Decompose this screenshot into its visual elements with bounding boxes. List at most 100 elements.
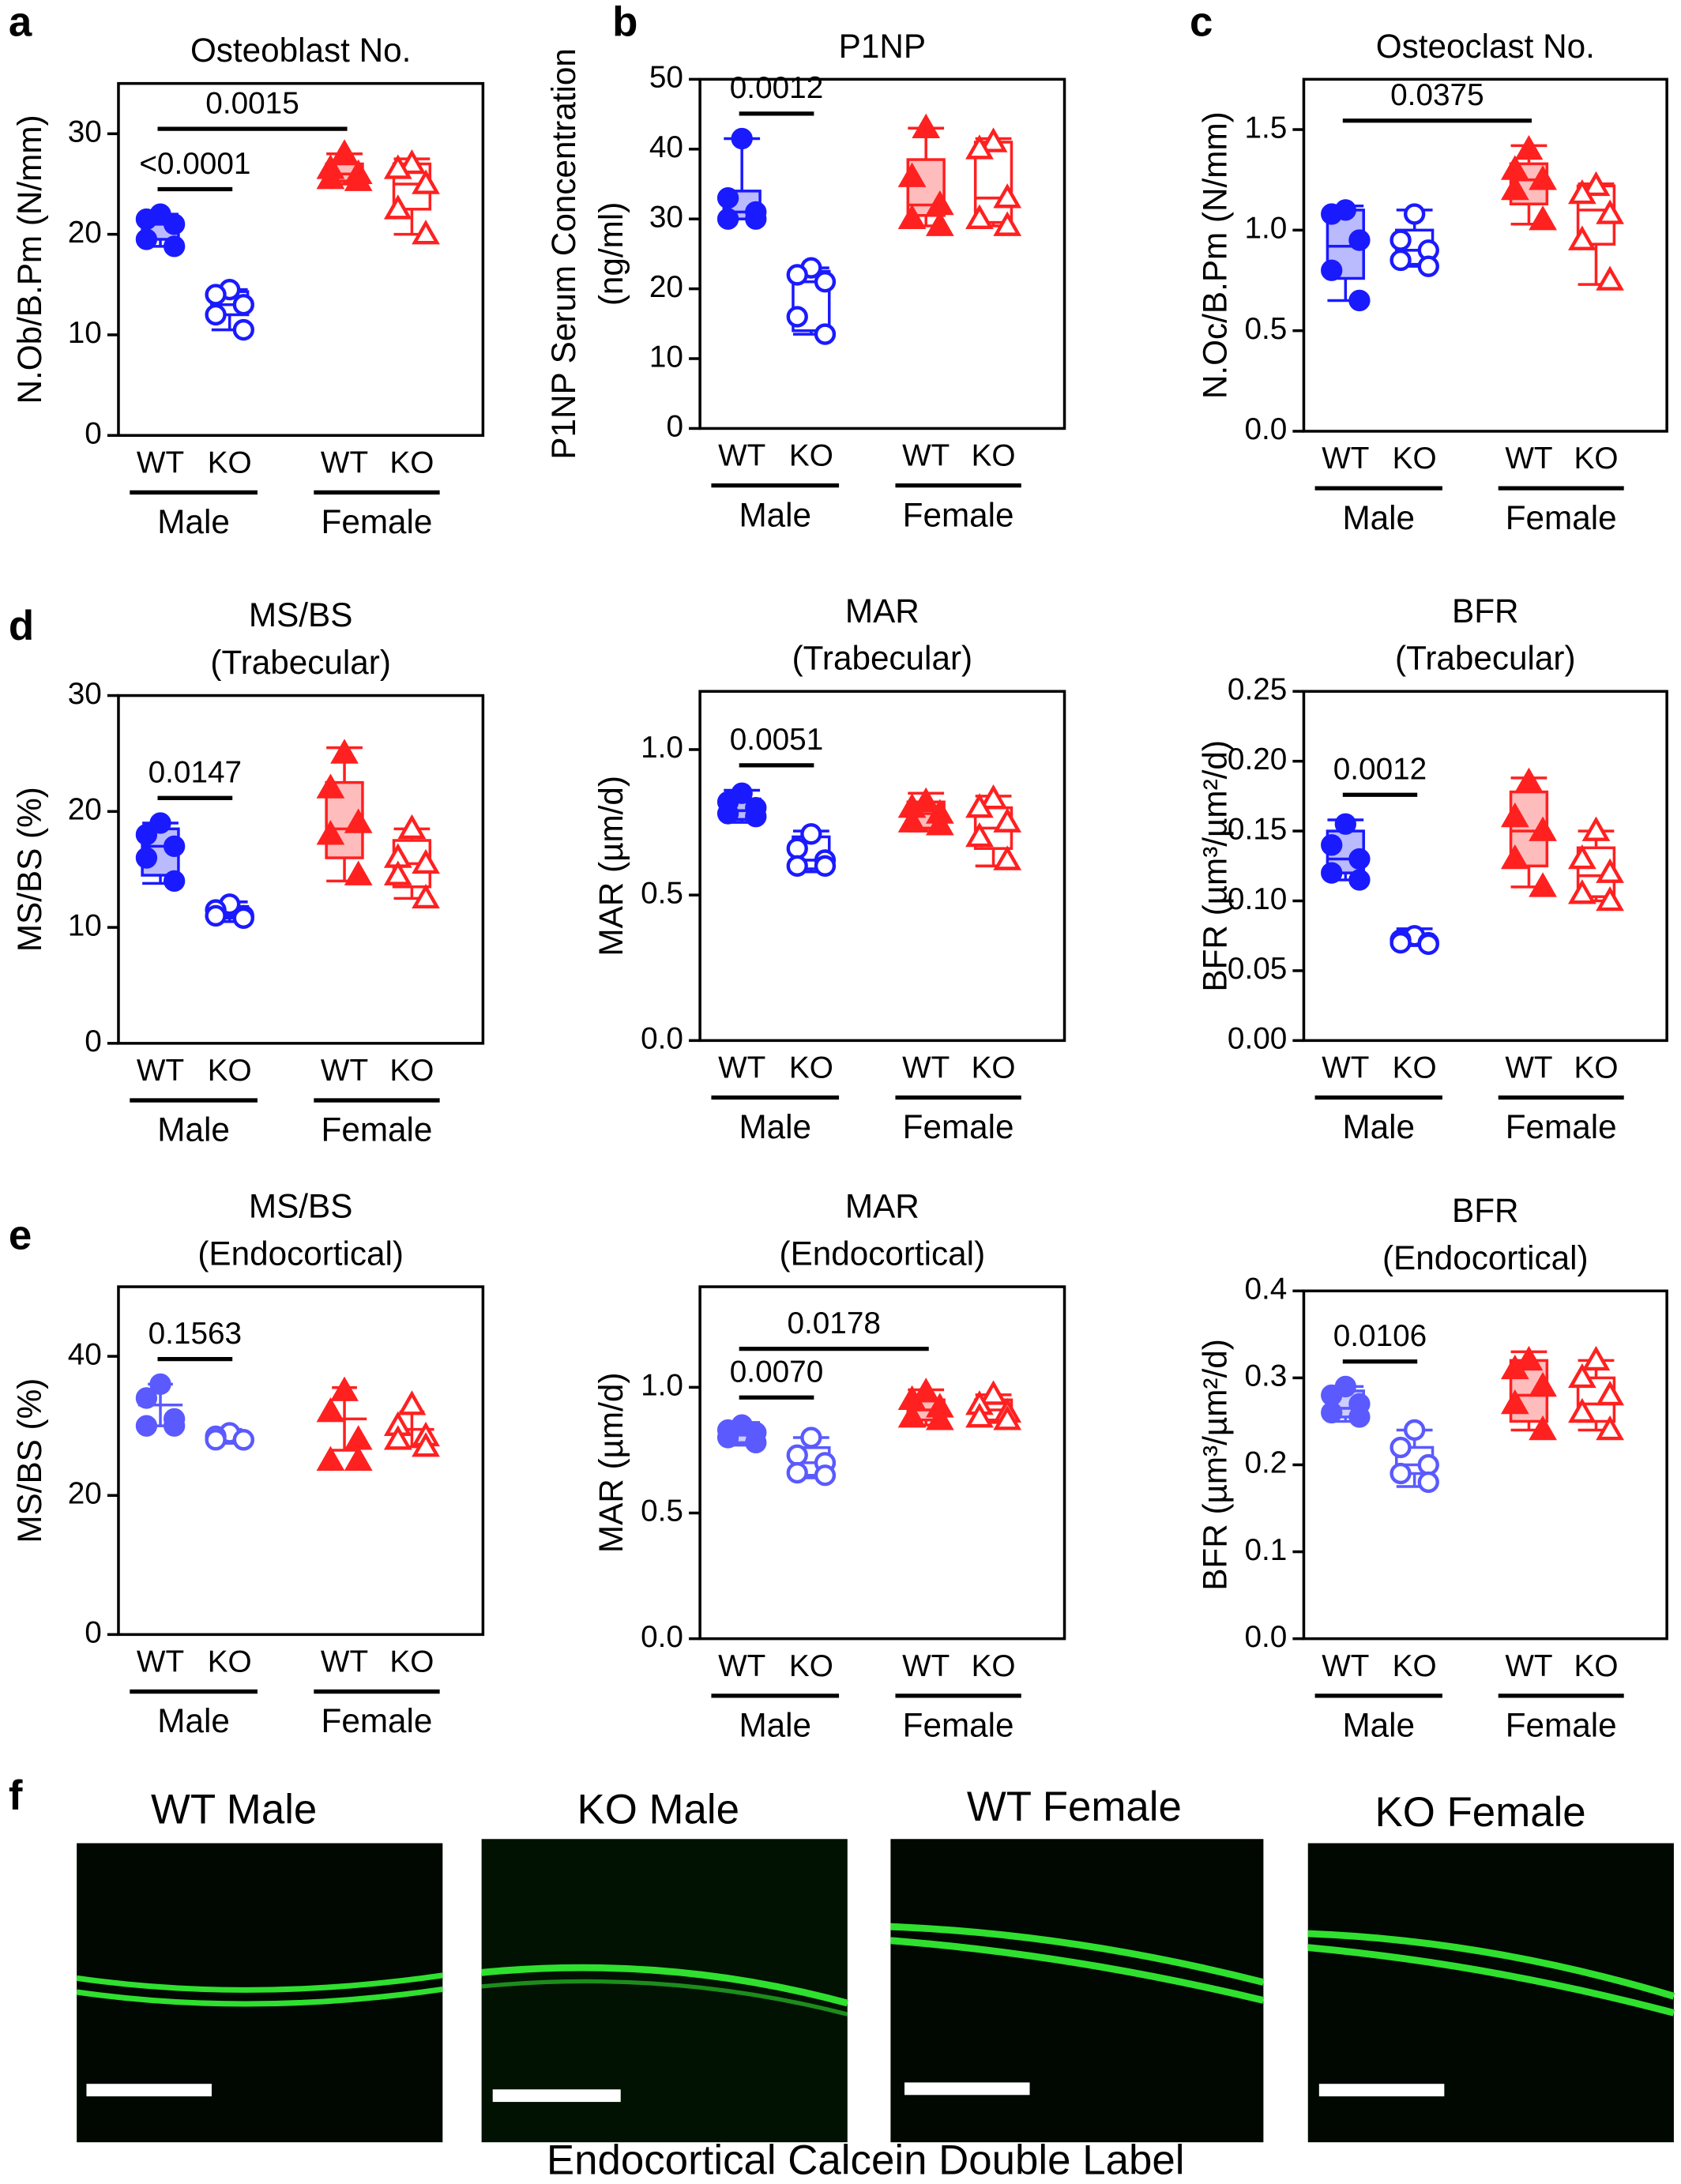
point [412,220,440,245]
point [1596,1380,1624,1406]
chart-title: (Trabecular) [792,640,973,677]
point [1529,1415,1557,1441]
point [412,169,440,194]
point [1321,862,1343,884]
x-tick-label: WT [321,445,368,479]
point [1500,175,1529,201]
point [979,127,1008,152]
x-tick-label: KO [972,1051,1016,1085]
point [232,907,254,930]
y-tick-label: 30 [649,200,683,234]
point [1529,872,1557,897]
x-tick-label: KO [1574,1051,1619,1085]
x-tick-label: KO [208,1645,252,1679]
point [1321,203,1343,225]
panel: BFR (Endocortical) BFR (µm³/µm²/d) 0.0 0.1 0.… [1196,1192,1668,1744]
point [383,1425,412,1450]
point [205,284,227,306]
y-tick-label: 0.05 [1228,952,1287,986]
point [1417,1471,1439,1494]
chart-title: (Trabecular) [1395,640,1576,677]
micrograph [890,1839,1265,2143]
y-tick-label: 0.0 [1244,1620,1287,1654]
x-tick-label: KO [208,1054,252,1088]
point [1567,1397,1596,1423]
point [205,904,227,927]
caption: Endocortical Calcein Double Label [547,2137,1185,2184]
y-axis-label: (ng/ml) [592,202,630,306]
point [330,139,359,164]
plot-frame [117,1285,485,1637]
x-tick-label: WT [1322,1051,1369,1085]
y-tick-label: 0.0 [641,1022,683,1056]
x-tick-label: KO [789,439,833,473]
plot-frame [117,81,485,437]
x-tick-label: KO [389,445,434,479]
image-title: KO Female [1375,1789,1586,1836]
p-value: 0.0012 [730,71,823,105]
group-label: Male [1342,1108,1415,1145]
point [716,803,739,825]
p-value: <0.0001 [139,147,250,181]
y-tick-label: 1.0 [1244,212,1287,246]
point [316,820,345,845]
x-tick-label: KO [972,1649,1016,1683]
y-tick-label: 0.5 [1244,312,1287,346]
y-tick-label: 10 [68,908,102,942]
x-tick-label: WT [1505,442,1552,476]
p-value: 0.0070 [730,1355,823,1389]
x-tick-label: WT [902,1649,950,1683]
chart-title: (Trabecular) [210,644,391,681]
y-tick-label: 20 [649,270,683,304]
y-tick-label: 0.10 [1228,882,1287,916]
y-tick-label: 30 [68,677,102,711]
point [397,148,427,175]
point [965,134,994,160]
group-label: Male [1342,1707,1415,1744]
point [1321,1401,1343,1424]
point [316,164,345,190]
point [397,814,427,840]
point [383,154,412,179]
point [814,1464,837,1487]
y-tick-label: 0 [85,1616,102,1650]
x-tick-label: WT [137,1645,184,1679]
point [786,264,808,286]
group-label: Female [903,496,1014,533]
point [1500,802,1529,828]
point [786,855,808,877]
point [1390,229,1412,251]
y-tick-label: 0.00 [1228,1022,1287,1056]
plot-frame [698,690,1066,1043]
y-tick-label: 0.20 [1228,742,1287,776]
point [232,294,254,316]
x-tick-label: WT [1505,1649,1552,1683]
point [1567,844,1596,870]
plot-frame [117,694,485,1045]
point [1390,931,1412,954]
point [344,860,373,885]
point [993,845,1022,870]
group-label: Female [903,1108,1014,1145]
point [965,204,994,229]
point [1390,1462,1412,1485]
y-tick-label: 0.5 [641,1494,683,1528]
y-axis-label: N.Oc/B.Pm (N/mm) [1196,111,1233,399]
group-label: Male [1342,499,1415,536]
point [1417,933,1439,955]
panel: b P1NP P1NP Serum Concentration (ng/ml) 0 10 2… [545,0,1066,533]
point [1567,879,1596,904]
point [135,824,158,846]
panel: MAR (Trabecular) MAR (µm/d) 0.0 0.5 1.0 WT KO WT… [592,592,1066,1145]
point [412,848,440,874]
point [1348,229,1371,251]
point [344,1445,373,1471]
y-axis-label: MS/BS (%) [11,787,48,952]
y-tick-label: 20 [68,1476,102,1510]
y-tick-label: 0 [85,416,102,450]
panel-letter: d [9,603,34,649]
point [1348,869,1371,891]
y-tick-label: 1.0 [641,1369,683,1403]
point [1500,1354,1529,1380]
